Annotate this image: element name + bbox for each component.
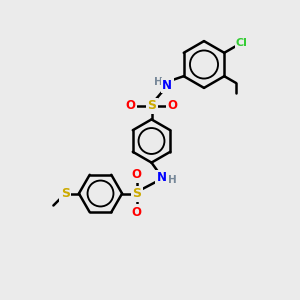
Text: Cl: Cl [236,38,248,48]
Text: S: S [61,187,70,200]
Text: S: S [147,99,156,112]
Text: N: N [162,79,172,92]
Text: N: N [156,171,167,184]
Text: O: O [131,206,142,219]
Text: O: O [131,168,142,181]
Text: O: O [167,99,178,112]
Text: O: O [125,99,136,112]
Text: S: S [132,187,141,200]
Text: H: H [168,175,177,185]
Text: H: H [154,77,163,87]
